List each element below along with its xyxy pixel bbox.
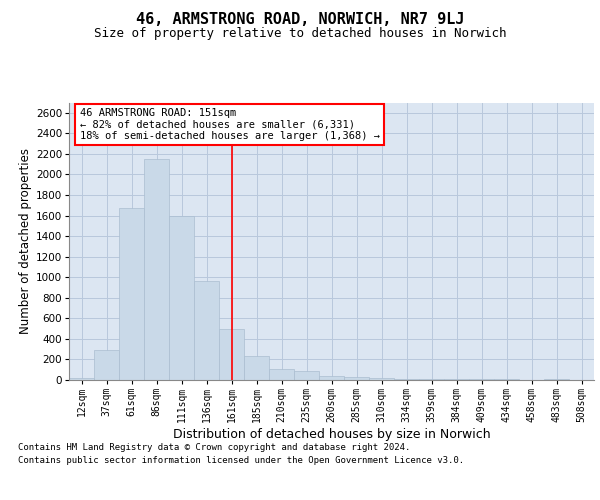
- Text: Contains public sector information licensed under the Open Government Licence v3: Contains public sector information licen…: [18, 456, 464, 465]
- Bar: [94, 350, 119, 380]
- Bar: [169, 216, 194, 380]
- Bar: [544, 379, 569, 380]
- Bar: [219, 328, 244, 380]
- Bar: [444, 379, 469, 380]
- Bar: [269, 368, 294, 380]
- Bar: [144, 159, 169, 380]
- Text: Contains HM Land Registry data © Crown copyright and database right 2024.: Contains HM Land Registry data © Crown c…: [18, 442, 410, 452]
- Bar: [369, 378, 394, 380]
- Bar: [344, 378, 369, 380]
- Bar: [69, 378, 94, 380]
- Bar: [244, 356, 269, 380]
- X-axis label: Distribution of detached houses by size in Norwich: Distribution of detached houses by size …: [173, 428, 490, 441]
- Y-axis label: Number of detached properties: Number of detached properties: [19, 148, 32, 334]
- Bar: [294, 371, 319, 380]
- Bar: [319, 376, 344, 380]
- Text: Size of property relative to detached houses in Norwich: Size of property relative to detached ho…: [94, 28, 506, 40]
- Bar: [119, 208, 144, 380]
- Text: 46, ARMSTRONG ROAD, NORWICH, NR7 9LJ: 46, ARMSTRONG ROAD, NORWICH, NR7 9LJ: [136, 12, 464, 28]
- Bar: [394, 379, 419, 380]
- Text: 46 ARMSTRONG ROAD: 151sqm
← 82% of detached houses are smaller (6,331)
18% of se: 46 ARMSTRONG ROAD: 151sqm ← 82% of detac…: [79, 108, 380, 141]
- Bar: [194, 282, 219, 380]
